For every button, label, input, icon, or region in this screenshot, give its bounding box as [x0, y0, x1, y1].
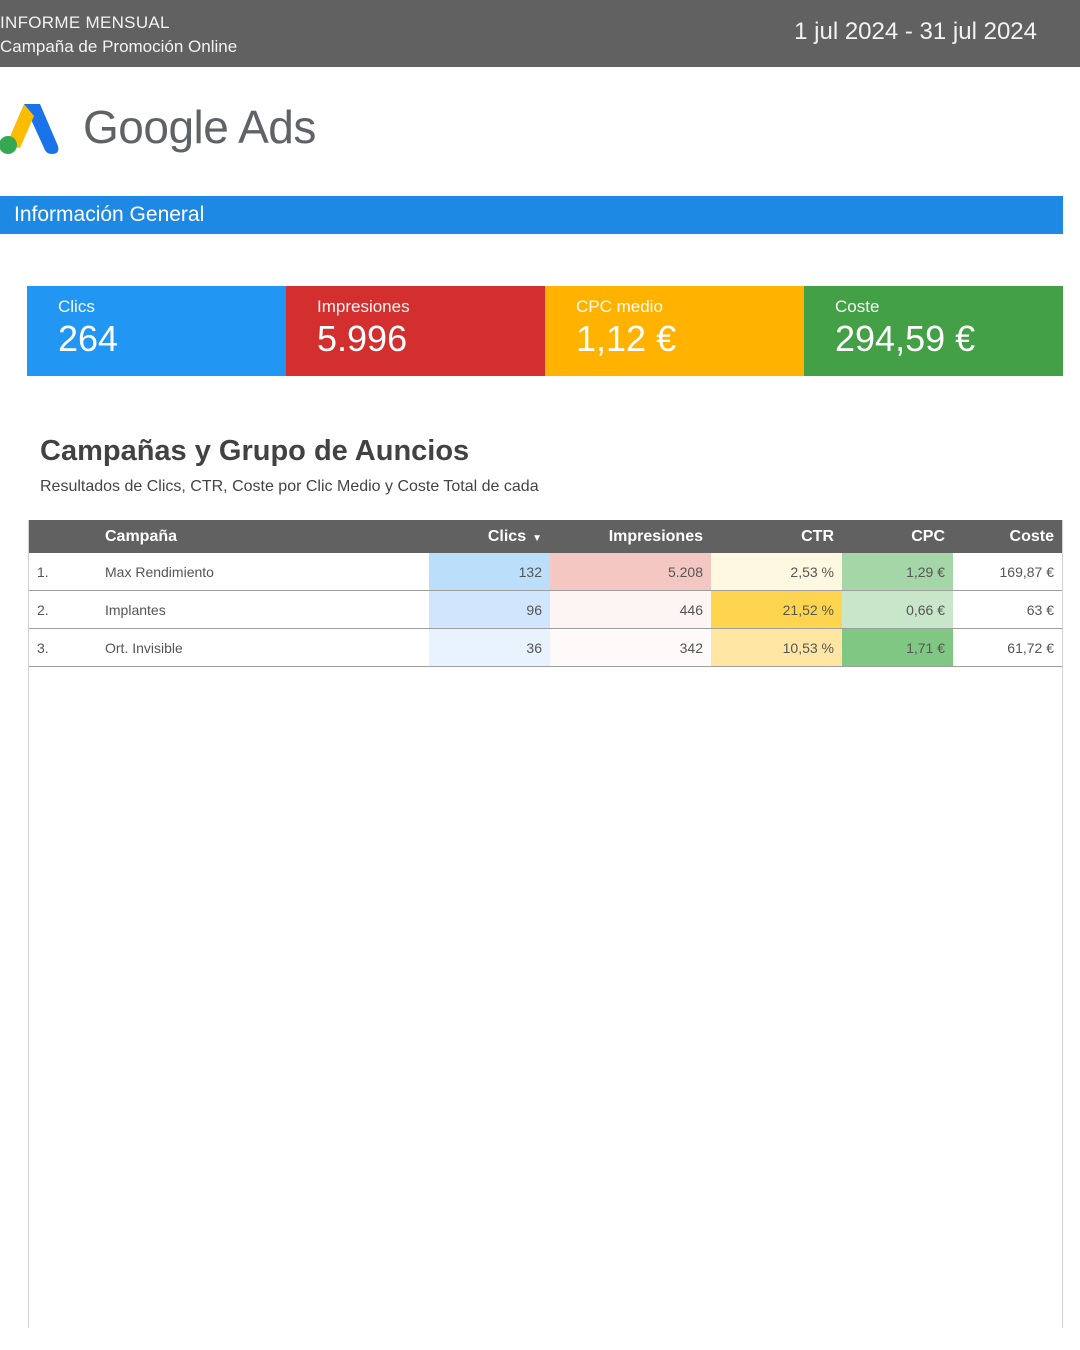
section-title: Información General: [14, 203, 205, 226]
impresiones-cell: 5.208: [550, 553, 711, 591]
google-ads-logo-icon: [0, 104, 59, 154]
ctr-cell: 2,53 %: [711, 553, 842, 591]
section-banner: Información General: [0, 196, 1063, 234]
clics-cell: 96: [429, 590, 550, 629]
kpi-label: CPC medio: [576, 297, 663, 316]
table-title: Campañas y Grupo de Auncios: [40, 435, 470, 467]
kpi-value: 1,12 €: [576, 318, 677, 359]
kpi-value: 294,59 €: [835, 318, 976, 359]
column-header-clics[interactable]: Clics ▼: [429, 520, 550, 553]
campaign-name: Campaña de Promoción Online: [0, 37, 238, 56]
row-index: 2.: [29, 590, 97, 629]
column-header-ctr[interactable]: CTR: [801, 527, 834, 545]
kpi-label: Coste: [835, 297, 880, 316]
brand-name: Google Ads: [83, 101, 316, 153]
sort-desc-icon[interactable]: ▼: [532, 532, 542, 544]
column-header-impresiones[interactable]: Impresiones: [608, 527, 703, 545]
kpi-label: Impresiones: [317, 297, 410, 316]
kpi-label: Clics: [58, 297, 95, 316]
campaign-table: Campaña Clics ▼ Impresiones CTR CPC Coste…: [29, 520, 1062, 667]
kpi-clics[interactable]: Clics 264: [27, 286, 286, 376]
coste-cell: 169,87 €: [953, 553, 1062, 591]
row-index: 3.: [29, 628, 97, 667]
kpi-coste[interactable]: Coste 294,59 €: [804, 286, 1063, 376]
coste-cell: 63 €: [953, 590, 1062, 629]
kpi-value: 264: [58, 318, 119, 359]
impresiones-cell: 446: [550, 590, 711, 629]
table-row[interactable]: 1. Max Rendimiento 132 5.208 2,53 % 1,29…: [29, 553, 1062, 591]
campaign-name-cell: Implantes: [97, 590, 429, 629]
kpi-cpc-medio[interactable]: CPC medio 1,12 €: [545, 286, 804, 376]
ctr-cell: 10,53 %: [711, 628, 842, 667]
table-row[interactable]: 2. Implantes 96 446 21,52 % 0,66 € 63 €: [29, 590, 1062, 629]
report-header: INFORME MENSUAL Campaña de Promoción Onl…: [0, 0, 1080, 67]
cpc-cell: 1,71 €: [842, 628, 953, 667]
column-header-cpc[interactable]: CPC: [911, 527, 945, 545]
impresiones-cell: 342: [550, 628, 711, 667]
index-header: [29, 520, 97, 553]
date-range-selector[interactable]: 1 jul 2024 - 31 jul 2024: [794, 18, 1037, 45]
campaign-name-cell: Ort. Invisible: [97, 628, 429, 667]
report-type: INFORME MENSUAL: [0, 13, 170, 32]
campaign-name-cell: Max Rendimiento: [97, 553, 429, 591]
table-header-row: Campaña Clics ▼ Impresiones CTR CPC Coste: [29, 520, 1062, 553]
table-row[interactable]: 3. Ort. Invisible 36 342 10,53 % 1,71 € …: [29, 628, 1062, 667]
clics-cell: 36: [429, 628, 550, 667]
kpi-impresiones[interactable]: Impresiones 5.996: [286, 286, 545, 376]
clics-cell: 132: [429, 553, 550, 591]
cpc-cell: 1,29 €: [842, 553, 953, 591]
ctr-cell: 21,52 %: [711, 590, 842, 629]
column-header-label: Clics: [487, 527, 527, 545]
table-subtitle: Resultados de Clics, CTR, Coste por Clic…: [40, 478, 539, 495]
cpc-cell: 0,66 €: [842, 590, 953, 629]
row-index: 1.: [29, 553, 97, 591]
kpi-value: 5.996: [317, 318, 408, 359]
column-header-coste[interactable]: Coste: [1009, 527, 1054, 545]
coste-cell: 61,72 €: [953, 628, 1062, 667]
campaign-table-container: Campaña Clics ▼ Impresiones CTR CPC Coste…: [28, 520, 1063, 1328]
column-header-campana[interactable]: Campaña: [105, 527, 178, 545]
kpi-scorecards: Clics 264 Impresiones 5.996 CPC medio 1,…: [27, 286, 1063, 376]
